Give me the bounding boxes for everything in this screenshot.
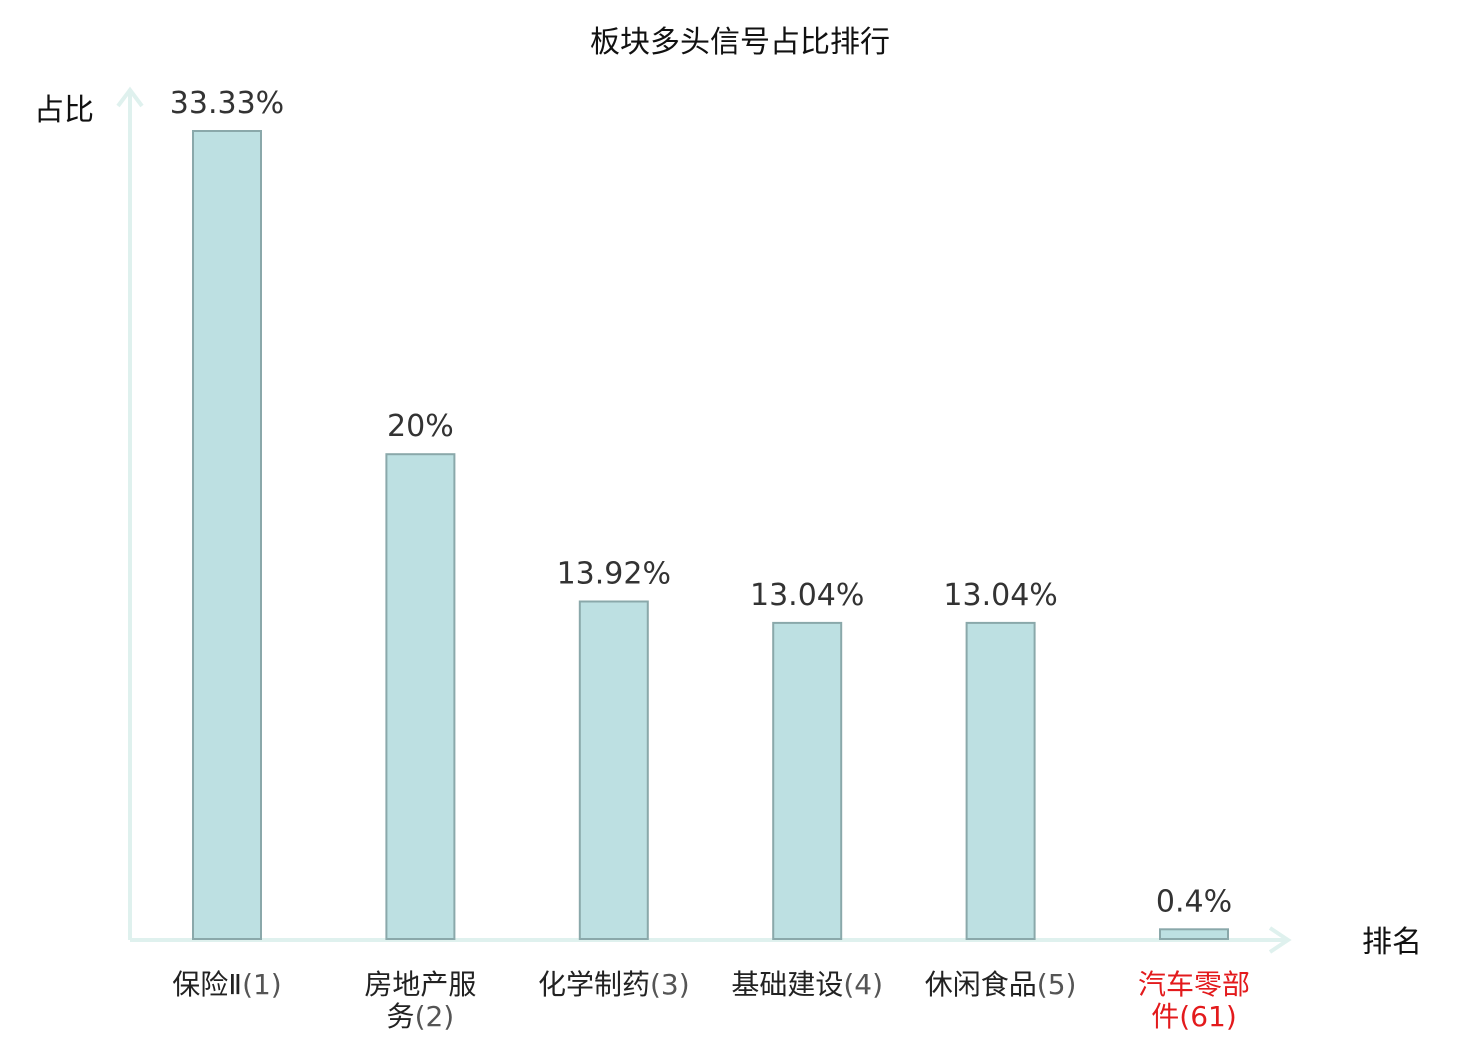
category-label-6-line-1: 汽车零部 [1138,968,1250,1001]
category-name: 务 [387,1000,415,1033]
category-rank: (2) [415,1000,455,1033]
bar-3 [578,600,649,940]
value-label-2: 20% [387,409,454,444]
value-labels-group: 33.33% 20% 13.92% 13.04% 13.04% 0.4% [170,86,1232,919]
category-name: 化学制药 [538,968,650,1001]
y-axis-label: 占比 [34,93,94,128]
value-label-3: 13.92% [557,557,671,592]
category-rank: (4) [843,968,883,1001]
category-label-3-line-1: 化学制药(3) [538,968,690,1001]
x-axis-arrow-icon [1268,926,1292,954]
bar-2 [385,453,456,940]
category-name: 基础建设 [731,968,843,1001]
category-rank: (3) [650,968,690,1001]
value-label-6: 0.4% [1156,884,1232,919]
bars-group [192,130,1229,941]
category-name: 房地产服 [364,968,476,1001]
chart-title: 板块多头信号占比排行 [590,25,890,60]
category-name: 保险Ⅱ [172,968,242,1001]
x-axis-label: 排名 [1362,925,1422,960]
value-label-5: 13.04% [943,578,1057,613]
bar-6 [1159,928,1229,940]
category-name: 件 [1151,1000,1179,1033]
category-name: 汽车零部 [1138,968,1250,1001]
y-axis-arrow-icon [116,86,144,108]
category-label-6-line-2: 件(61) [1151,1000,1237,1033]
category-rank: (5) [1037,968,1077,1001]
category-label-2-line-2: 务(2) [387,1000,455,1033]
category-label-2-line-1: 房地产服 [364,968,476,1001]
bar-1 [192,130,262,940]
value-label-4: 13.04% [750,578,864,613]
bar-4 [772,621,843,941]
bar-5 [965,621,1036,941]
category-label-1-line-1: 保险Ⅱ(1) [172,968,281,1001]
category-name: 休闲食品 [925,968,1037,1001]
category-label-5-line-1: 休闲食品(5) [925,968,1077,1001]
category-rank: (1) [242,968,282,1001]
category-rank: (61) [1179,1000,1236,1033]
value-label-1: 33.33% [170,86,284,121]
category-label-4-line-1: 基础建设(4) [731,968,883,1001]
